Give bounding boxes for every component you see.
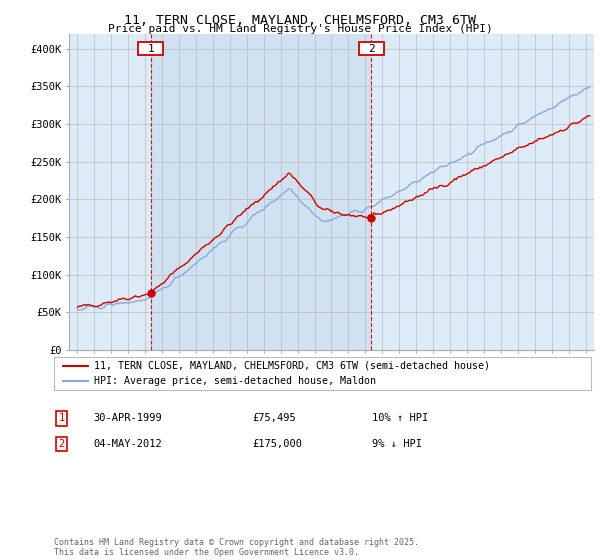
Text: Contains HM Land Registry data © Crown copyright and database right 2025.
This d: Contains HM Land Registry data © Crown c… xyxy=(54,538,419,557)
Text: 10% ↑ HPI: 10% ↑ HPI xyxy=(372,413,428,423)
FancyBboxPatch shape xyxy=(359,42,384,55)
Text: 9% ↓ HPI: 9% ↓ HPI xyxy=(372,439,422,449)
Text: 1: 1 xyxy=(148,44,154,54)
Text: 11, TERN CLOSE, MAYLAND, CHELMSFORD, CM3 6TW (semi-detached house): 11, TERN CLOSE, MAYLAND, CHELMSFORD, CM3… xyxy=(94,361,490,371)
Text: £175,000: £175,000 xyxy=(252,439,302,449)
Text: 1: 1 xyxy=(59,413,65,423)
Text: 11, TERN CLOSE, MAYLAND, CHELMSFORD, CM3 6TW: 11, TERN CLOSE, MAYLAND, CHELMSFORD, CM3… xyxy=(124,14,476,27)
Text: HPI: Average price, semi-detached house, Maldon: HPI: Average price, semi-detached house,… xyxy=(94,376,376,386)
Text: 2: 2 xyxy=(59,439,65,449)
Text: 04-MAY-2012: 04-MAY-2012 xyxy=(93,439,162,449)
Text: Price paid vs. HM Land Registry's House Price Index (HPI): Price paid vs. HM Land Registry's House … xyxy=(107,24,493,34)
FancyBboxPatch shape xyxy=(138,42,163,55)
Text: 2: 2 xyxy=(368,44,374,54)
Bar xyxy=(151,34,371,350)
Text: 30-APR-1999: 30-APR-1999 xyxy=(93,413,162,423)
Text: £75,495: £75,495 xyxy=(252,413,296,423)
